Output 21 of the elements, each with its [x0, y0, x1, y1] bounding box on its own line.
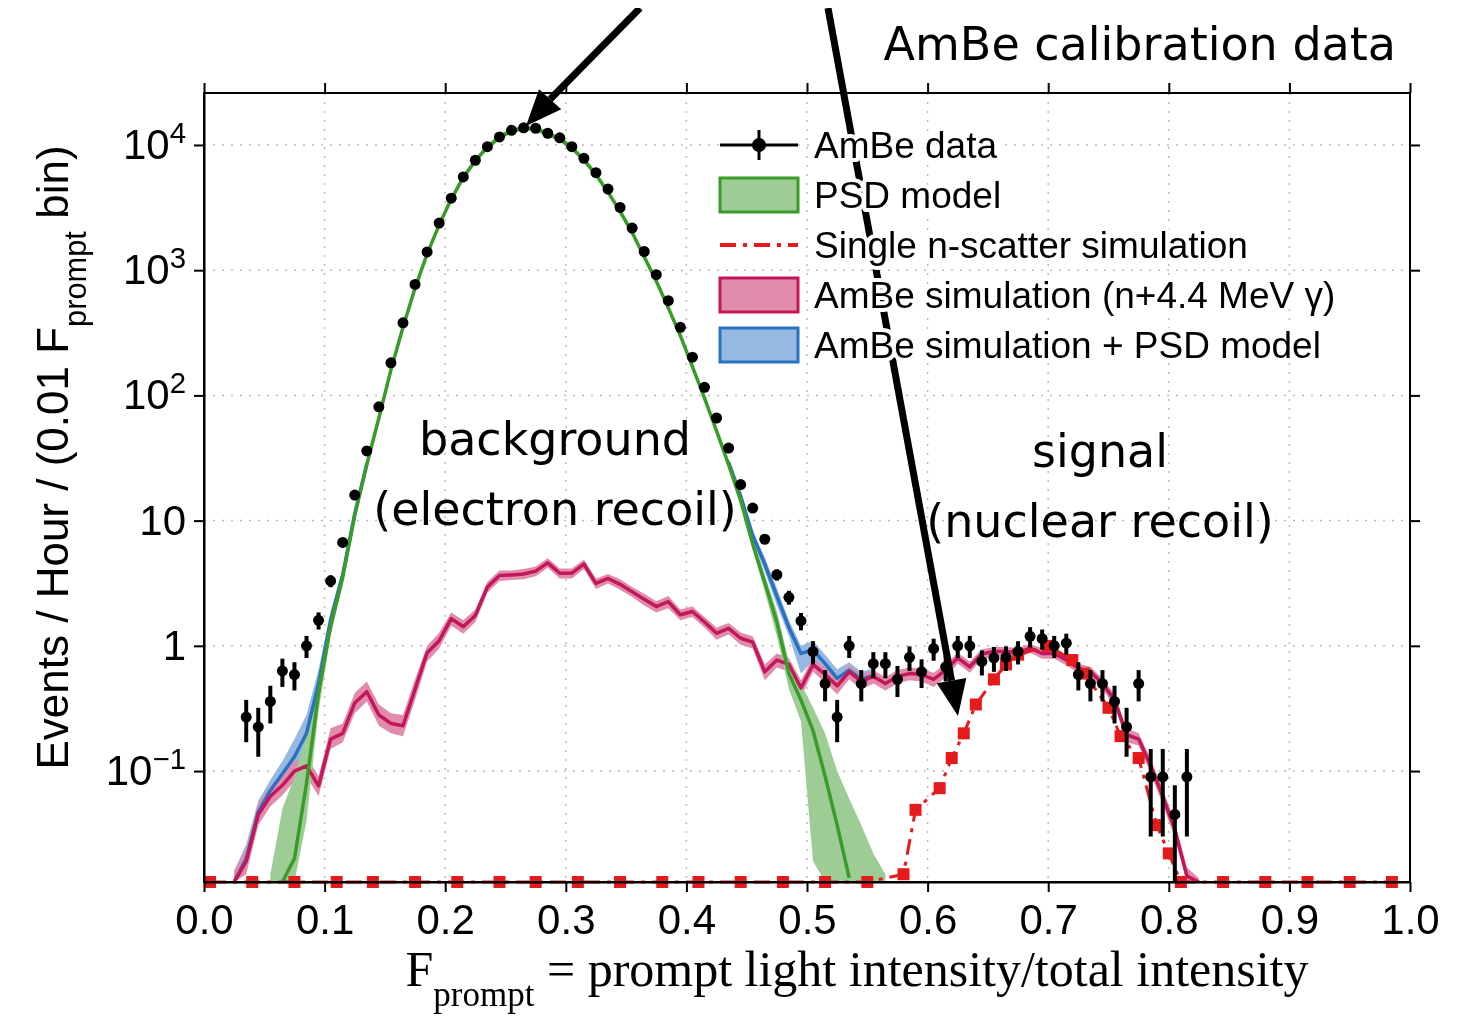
- x-tick-label: 0.5: [778, 895, 837, 943]
- y-tick-label: 10$^{3}$: [122, 240, 186, 294]
- y-tick-label: 10: [139, 496, 186, 544]
- y-tick-label: 1: [162, 621, 186, 669]
- annotation: signal (nuclear recoil): [926, 424, 1274, 548]
- text: AmBe calibration data: [883, 17, 1396, 71]
- y-tick-label: 10$^{−1}$: [105, 741, 186, 794]
- x-tick-label: 0.7: [1019, 895, 1078, 943]
- x-tick-label: 0.8: [1140, 895, 1199, 943]
- x-tick-label: 0.0: [175, 895, 234, 943]
- x-tick-label: 1.0: [1381, 895, 1440, 943]
- x-axis-title: F$_{prompt}$ = prompt light intensity/total intensity: [405, 941, 1309, 1014]
- y-tick-label: 10$^{4}$: [122, 115, 186, 168]
- annotation: background (electron recoil): [373, 412, 737, 536]
- y-tick-label: 10$^{2}$: [122, 365, 186, 419]
- x-tick-label: 0.6: [898, 895, 958, 943]
- x-tick-label: 0.4: [657, 895, 717, 943]
- x-tick-label: 0.1: [295, 895, 355, 943]
- x-tick-label: 0.3: [537, 895, 596, 943]
- x-tick-label: 0.2: [416, 895, 475, 943]
- x-tick-label: 0.9: [1260, 895, 1320, 943]
